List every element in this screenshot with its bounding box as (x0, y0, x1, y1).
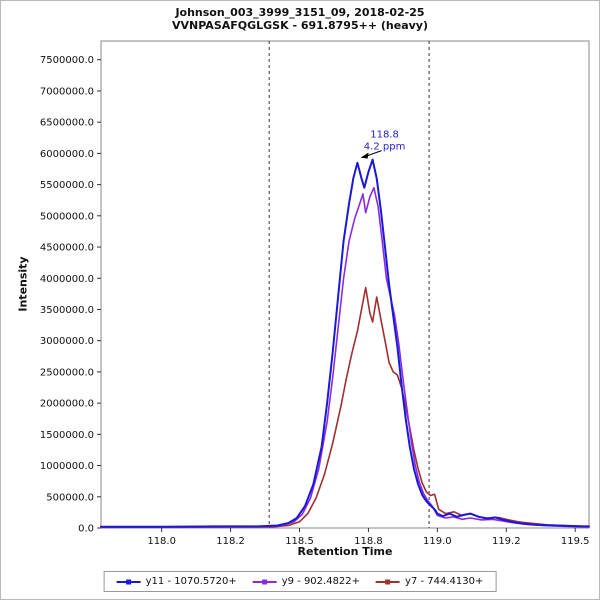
svg-text:119.5: 119.5 (561, 536, 590, 547)
svg-text:6000000.0: 6000000.0 (40, 149, 94, 160)
legend-item-y9: y9 - 902.4822+ (252, 576, 361, 587)
chart-subtitle: VVNPASAFQGLGSK - 691.8795++ (heavy) (172, 19, 428, 32)
legend-item-y7: y7 - 744.4130+ (376, 576, 483, 587)
svg-text:119.0: 119.0 (423, 536, 452, 547)
svg-text:0.0: 0.0 (78, 524, 94, 535)
svg-text:119.2: 119.2 (492, 536, 521, 547)
svg-text:118.2: 118.2 (216, 536, 245, 547)
svg-text:5000000.0: 5000000.0 (40, 211, 94, 222)
x-axis-label: Retention Time (297, 545, 393, 558)
y-axis-label: Intensity (16, 256, 30, 312)
svg-text:5500000.0: 5500000.0 (40, 180, 94, 191)
svg-text:1000000.0: 1000000.0 (40, 461, 94, 472)
legend-label-y9: y9 - 902.4822+ (281, 576, 361, 587)
svg-text:118.8: 118.8 (370, 130, 399, 141)
svg-text:3500000.0: 3500000.0 (40, 305, 94, 316)
svg-text:4.2 ppm: 4.2 ppm (364, 142, 406, 153)
y9-line-swatch (252, 579, 277, 584)
y11-line-swatch (116, 579, 141, 584)
legend-label-y7: y7 - 744.4130+ (405, 576, 484, 587)
legend-label-y11: y11 - 1070.5720+ (145, 576, 237, 587)
legend: y11 - 1070.5720+ y9 - 902.4822+ y7 - 744… (103, 571, 497, 592)
svg-text:6500000.0: 6500000.0 (40, 118, 94, 129)
y9-marker (262, 579, 268, 584)
svg-text:118.8: 118.8 (354, 536, 383, 547)
svg-text:3000000.0: 3000000.0 (40, 336, 94, 347)
svg-text:4000000.0: 4000000.0 (40, 274, 94, 285)
svg-text:7000000.0: 7000000.0 (40, 86, 94, 97)
svg-text:7500000.0: 7500000.0 (40, 55, 94, 66)
svg-text:1500000.0: 1500000.0 (40, 430, 94, 441)
svg-text:2000000.0: 2000000.0 (40, 399, 94, 410)
chart-title: Johnson_003_3999_3151_09, 2018-02-25 (175, 6, 425, 19)
svg-text:118.5: 118.5 (285, 536, 314, 547)
svg-text:4500000.0: 4500000.0 (40, 243, 94, 254)
y7-line-swatch (376, 579, 401, 584)
y11-marker (126, 579, 132, 584)
y7-marker (385, 579, 391, 584)
svg-text:2500000.0: 2500000.0 (40, 367, 94, 378)
svg-text:118.0: 118.0 (147, 536, 176, 547)
svg-text:500000.0: 500000.0 (46, 492, 94, 503)
legend-item-y11: y11 - 1070.5720+ (116, 576, 237, 587)
